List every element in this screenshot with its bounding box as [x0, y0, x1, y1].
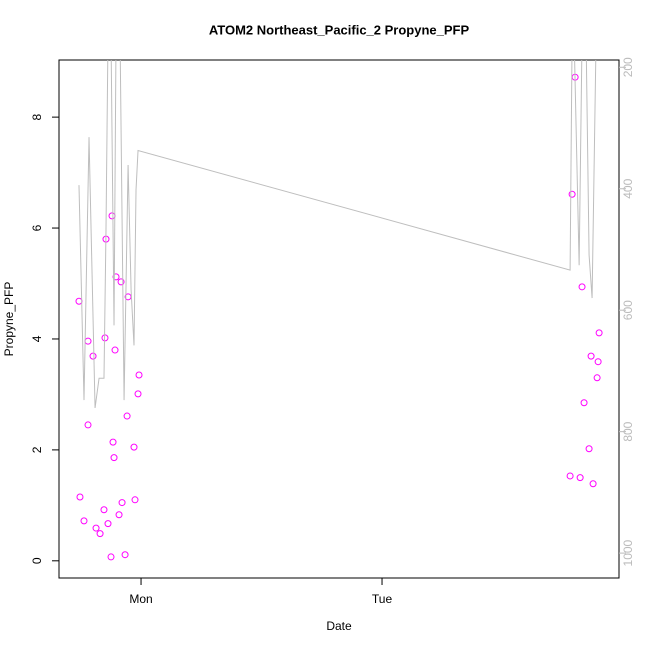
y-tick-label: 2	[30, 446, 44, 453]
point	[96, 530, 104, 538]
point	[108, 212, 116, 220]
y2-tick-label: 600	[621, 300, 635, 320]
line-series	[78, 60, 597, 409]
point	[80, 517, 88, 525]
point	[134, 390, 142, 398]
plot-frame	[58, 59, 620, 579]
point	[589, 480, 597, 488]
point	[123, 412, 131, 420]
y2-tick-label: 1000	[621, 539, 635, 566]
chart-title: ATOM2 Northeast_Pacific_2 Propyne_PFP	[209, 22, 470, 37]
x-tick-label: Tue	[372, 592, 393, 606]
point	[578, 283, 586, 291]
point	[587, 352, 595, 360]
point	[84, 337, 92, 345]
point	[84, 421, 92, 429]
point	[117, 278, 125, 286]
y2-tick-label: 400	[621, 178, 635, 198]
x-axis-label: Date	[326, 619, 352, 633]
point	[75, 297, 83, 305]
point	[111, 346, 119, 354]
point	[568, 190, 576, 198]
y-tick-label: 0	[30, 557, 44, 564]
point	[576, 474, 584, 482]
point	[121, 551, 129, 559]
point	[580, 399, 588, 407]
point	[130, 443, 138, 451]
y-tick-label: 6	[30, 224, 44, 231]
point	[566, 472, 574, 480]
point	[585, 445, 593, 453]
y-tick-label: 8	[30, 113, 44, 120]
point	[104, 520, 112, 528]
point	[594, 358, 602, 366]
point	[131, 496, 139, 504]
y2-tick-label: 200	[621, 57, 635, 77]
point	[593, 374, 601, 382]
x-tick-label: Mon	[129, 592, 152, 606]
point	[118, 499, 126, 507]
point	[595, 329, 603, 337]
point	[115, 511, 123, 519]
point	[109, 438, 117, 446]
y2-tick-label: 800	[621, 421, 635, 441]
y-axis-label: Propyne_PFP	[2, 282, 16, 357]
point	[100, 506, 108, 514]
plot-area	[75, 60, 603, 561]
point	[89, 352, 97, 360]
point	[92, 524, 100, 532]
point	[110, 454, 118, 462]
y-tick-label: 4	[30, 335, 44, 342]
point	[107, 553, 115, 561]
point	[76, 493, 84, 501]
point	[135, 371, 143, 379]
